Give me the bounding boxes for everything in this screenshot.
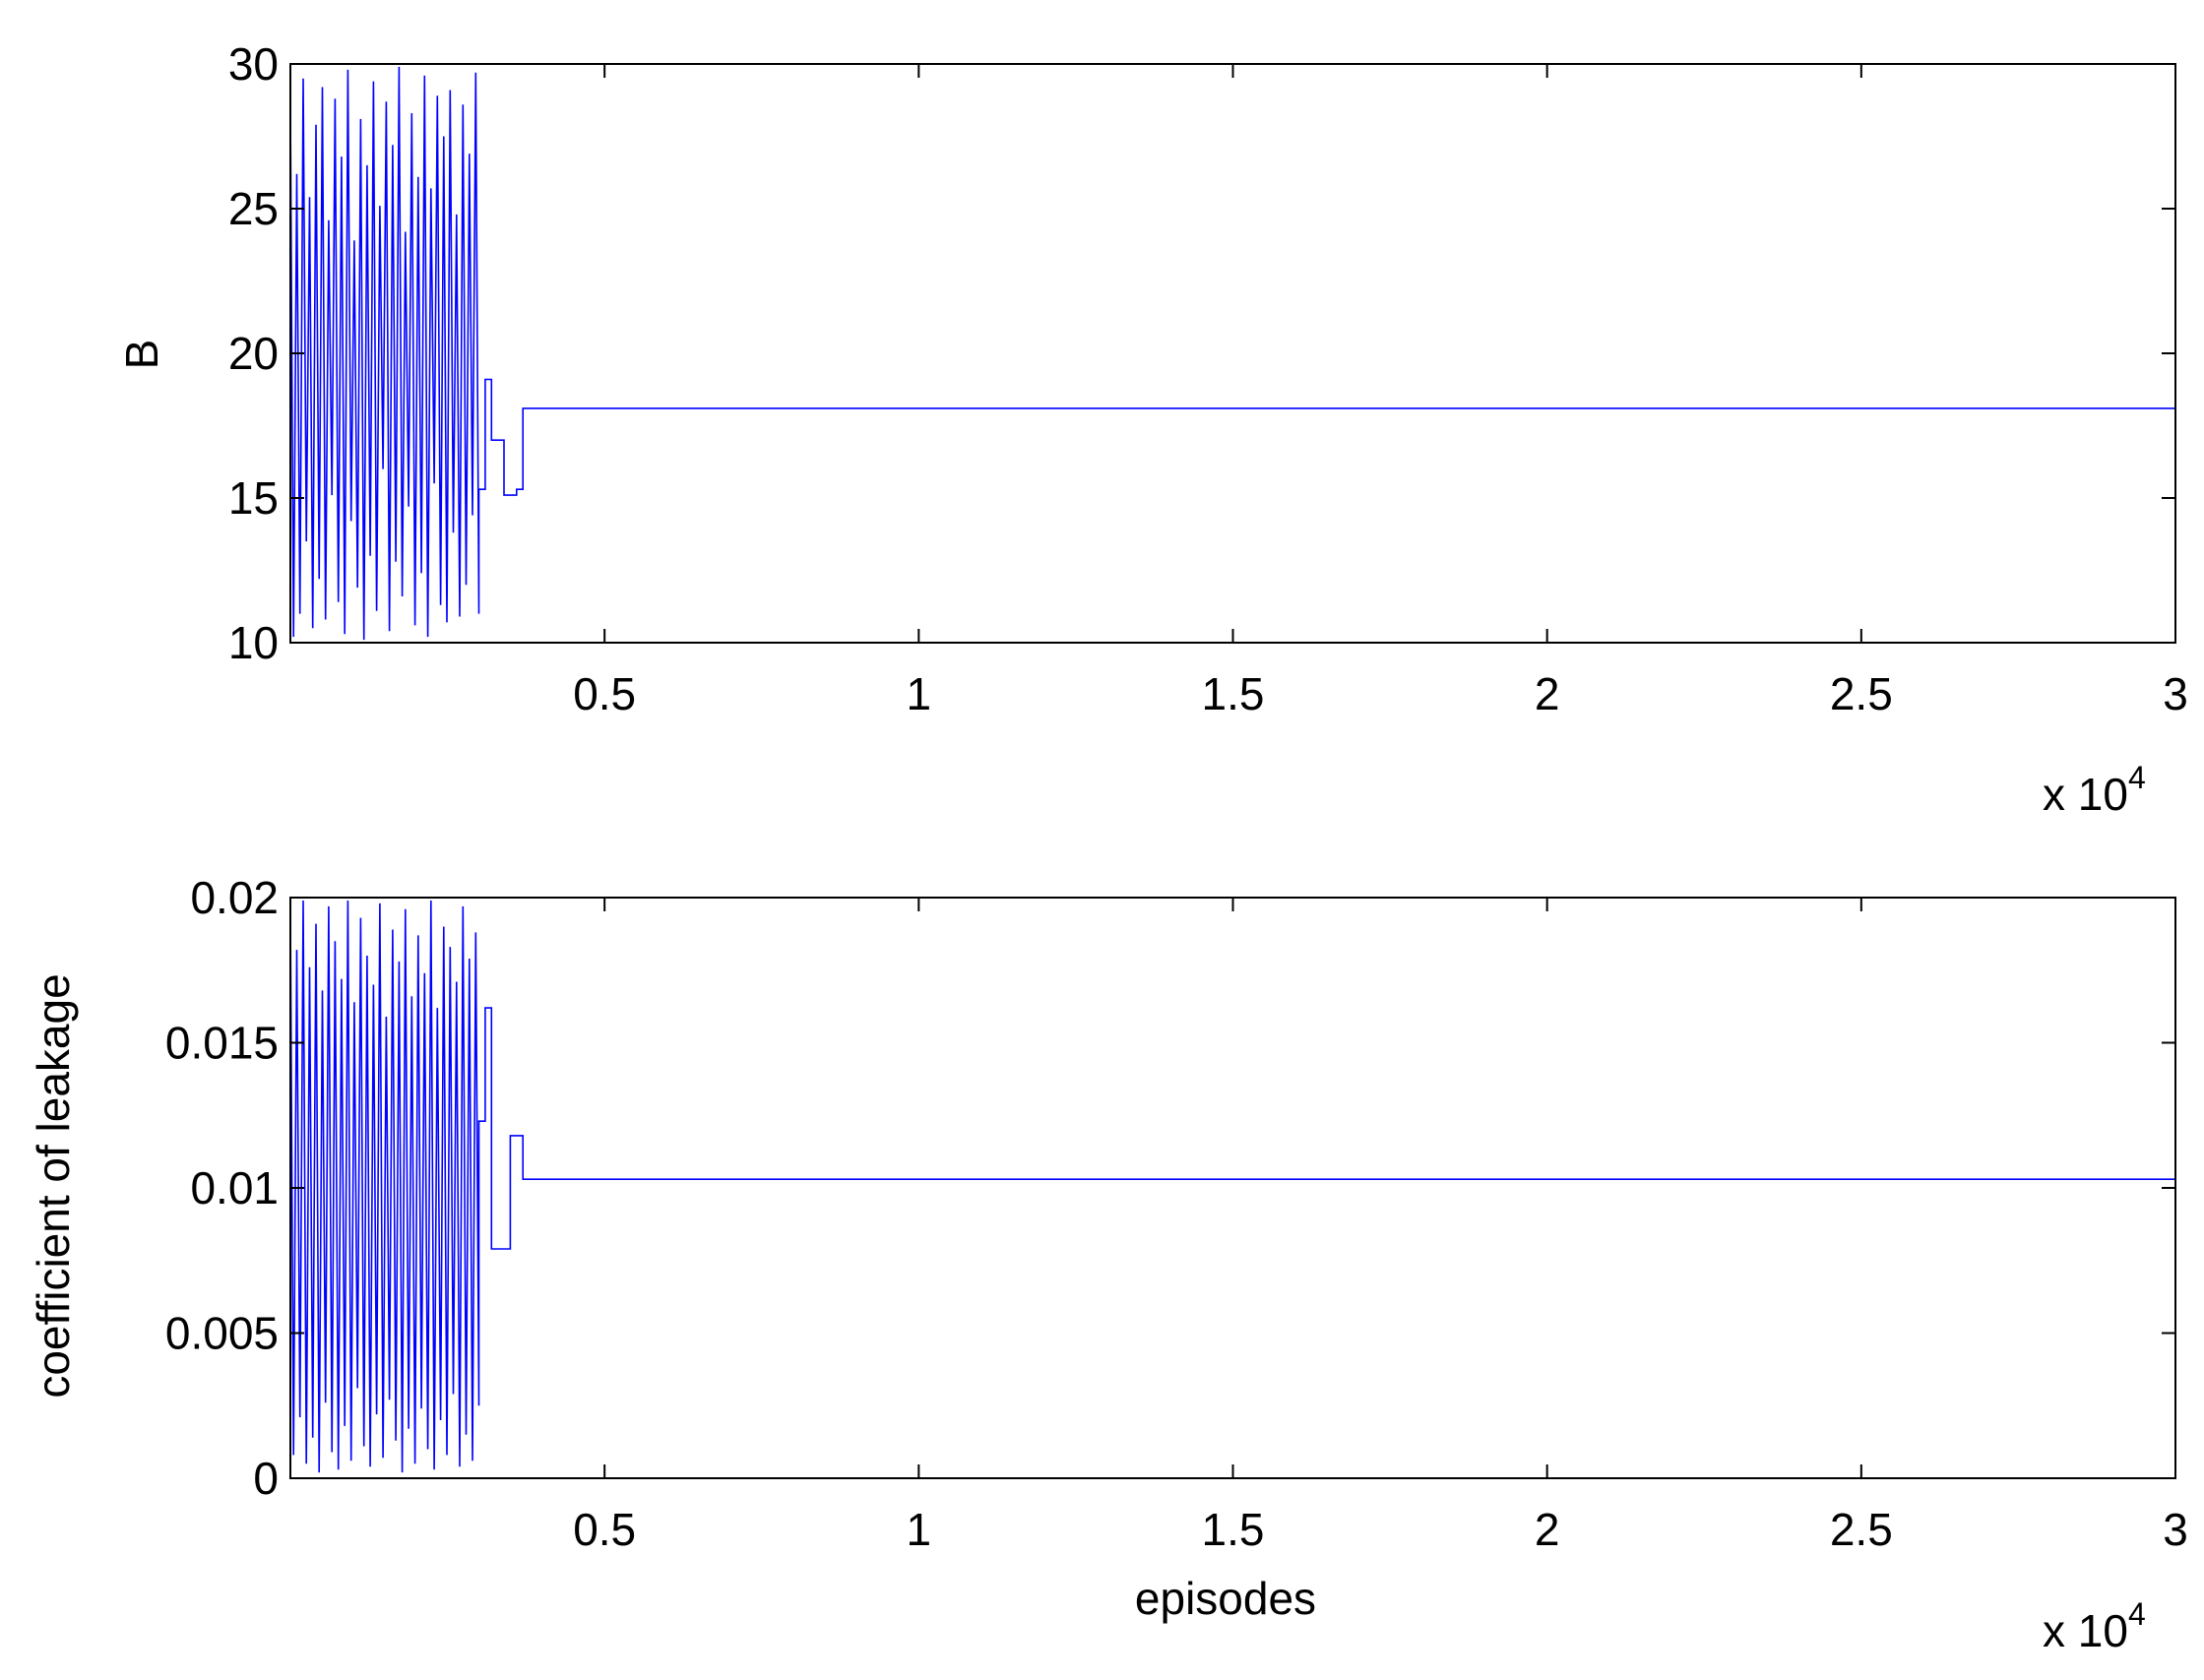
ticks-leakage: 0.5 1 1.5 2 2.5 3 0 0.005 0.01 0.015 0.02 bbox=[165, 872, 2188, 1555]
xtick-label-b-5: 3 bbox=[2163, 668, 2188, 719]
x-exponent-base-leakage: x 10 bbox=[2043, 1605, 2128, 1656]
ytick-label-leakage-1: 0.005 bbox=[165, 1308, 279, 1359]
ytick-label-b-2: 20 bbox=[228, 328, 279, 379]
ylabel-leakage: coefficient of leakage bbox=[28, 973, 79, 1398]
ticks-b: 0.5 1 1.5 2 2.5 3 10 15 20 25 30 bbox=[228, 38, 2188, 719]
ylabel-b: B bbox=[116, 340, 167, 370]
x-exponent-b: x 104 bbox=[2043, 760, 2146, 820]
ytick-label-b-1: 15 bbox=[228, 472, 279, 524]
xlabel-leakage: episodes bbox=[1135, 1573, 1316, 1624]
ytick-label-leakage-3: 0.015 bbox=[165, 1018, 279, 1069]
xtick-label-b-0: 0.5 bbox=[573, 668, 636, 719]
series-line-b-0 bbox=[290, 66, 2175, 641]
x-exponent-base-b: x 10 bbox=[2043, 769, 2128, 820]
subplot-leakage: 0.5 1 1.5 2 2.5 3 0 0.005 0.01 0.015 0.02 coeffici… bbox=[28, 872, 2188, 1656]
ytick-label-leakage-2: 0.01 bbox=[190, 1162, 279, 1213]
x-exponent-leakage: x 104 bbox=[2043, 1596, 2146, 1656]
ytick-label-b-4: 30 bbox=[228, 38, 279, 90]
subplot-b: 0.5 1 1.5 2 2.5 3 10 15 20 25 30 B x 104 bbox=[116, 38, 2188, 820]
x-exponent-power-leakage: 4 bbox=[2128, 1596, 2146, 1632]
xtick-label-b-2: 1.5 bbox=[1202, 668, 1265, 719]
xtick-label-leakage-0: 0.5 bbox=[573, 1504, 636, 1555]
ytick-label-b-3: 25 bbox=[228, 183, 279, 234]
xtick-label-leakage-4: 2.5 bbox=[1830, 1504, 1893, 1555]
plot-lines-b bbox=[290, 66, 2175, 641]
ytick-label-b-0: 10 bbox=[228, 617, 279, 668]
ytick-label-leakage-0: 0 bbox=[253, 1453, 279, 1504]
xtick-label-b-1: 1 bbox=[907, 668, 932, 719]
xtick-label-b-3: 2 bbox=[1535, 668, 1560, 719]
x-exponent-power-b: 4 bbox=[2128, 760, 2146, 795]
plot-lines-leakage bbox=[290, 900, 2175, 1473]
series-line-leakage-0 bbox=[290, 900, 2175, 1473]
xtick-label-leakage-2: 1.5 bbox=[1202, 1504, 1265, 1555]
xtick-label-leakage-5: 3 bbox=[2163, 1504, 2188, 1555]
xtick-label-leakage-1: 1 bbox=[907, 1504, 932, 1555]
xtick-label-b-4: 2.5 bbox=[1830, 668, 1893, 719]
ytick-label-leakage-4: 0.02 bbox=[190, 872, 279, 923]
xtick-label-leakage-3: 2 bbox=[1535, 1504, 1560, 1555]
